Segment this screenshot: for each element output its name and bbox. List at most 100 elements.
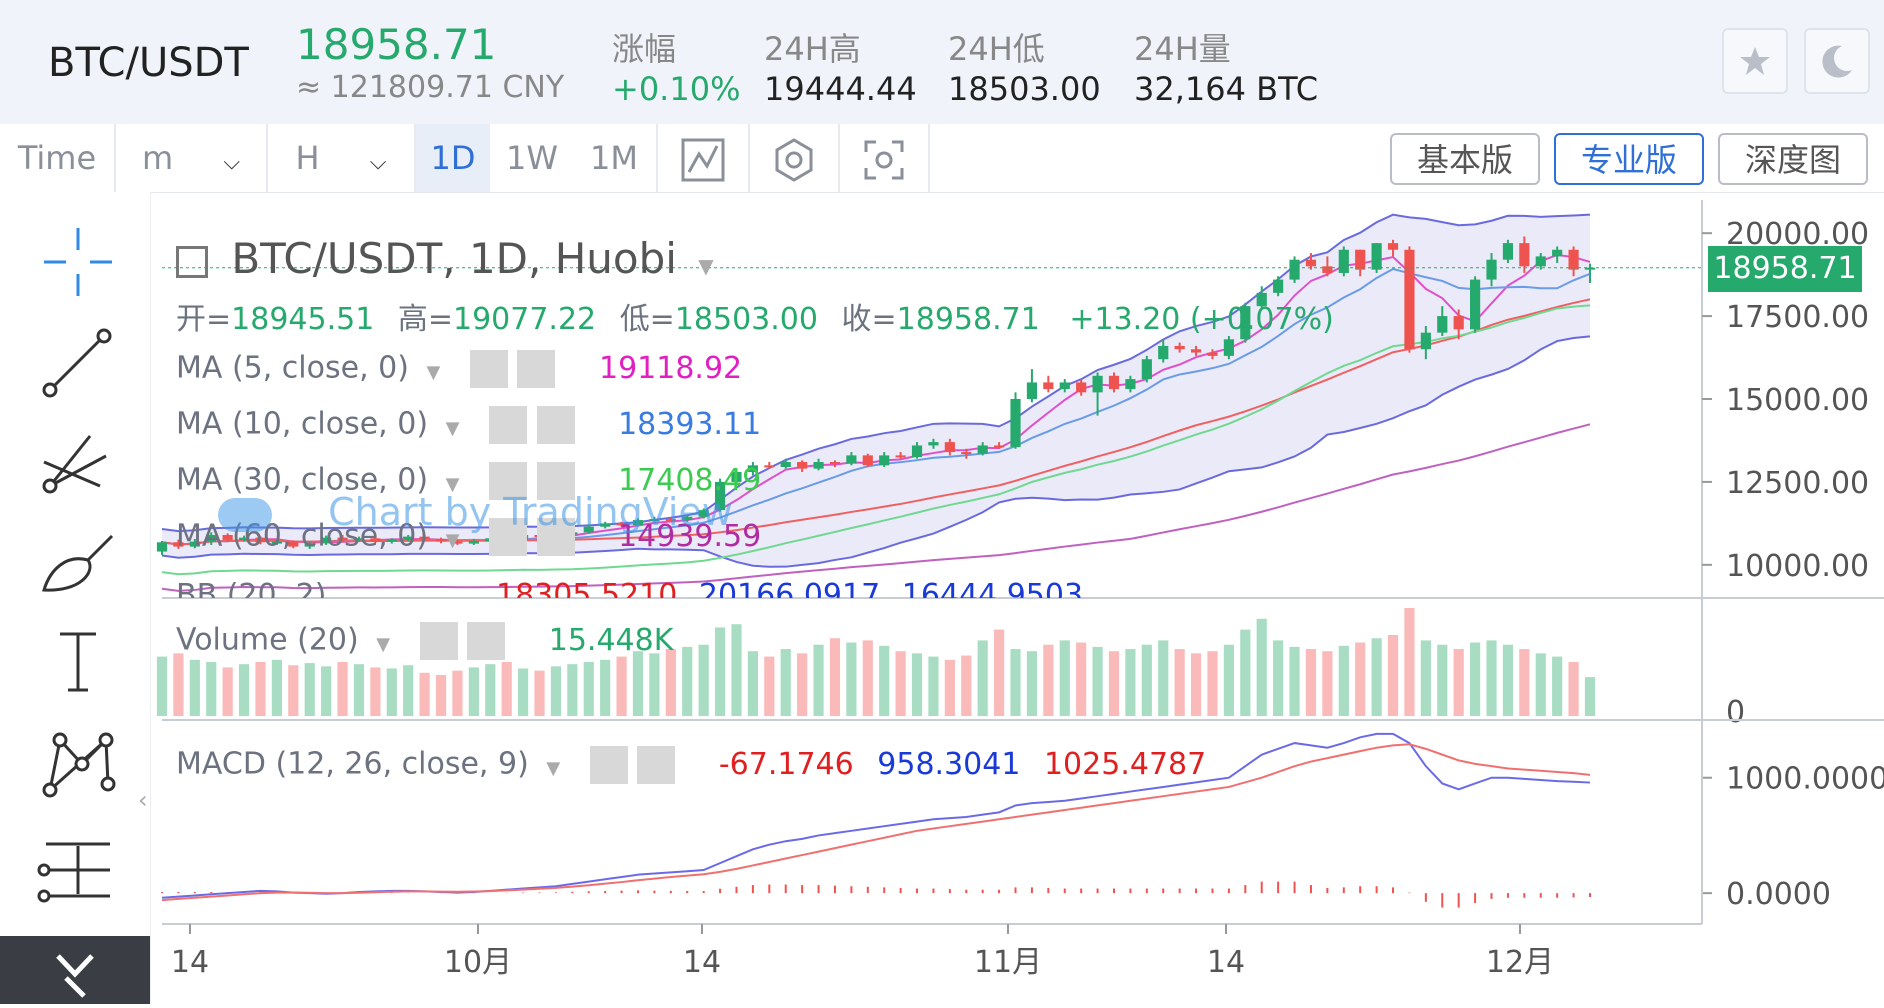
volume-bar <box>370 667 381 716</box>
gear-icon[interactable] <box>469 350 508 388</box>
view-basic-button[interactable]: 基本版 <box>1390 133 1540 185</box>
volume-bar <box>813 644 824 716</box>
candle-body <box>370 538 381 542</box>
candle-body <box>288 541 299 547</box>
chevron-down-icon[interactable]: ▼ <box>426 361 441 383</box>
candle-body <box>1240 306 1251 340</box>
indicators-button[interactable] <box>660 124 746 192</box>
ma10-label: MA (10, close, 0) <box>176 406 429 442</box>
candle-body <box>1043 382 1054 390</box>
volume-bar <box>1174 649 1185 716</box>
pair-name: BTC/USDT <box>48 40 249 86</box>
volume-bar <box>238 664 250 716</box>
volume-value: 32,164 BTC <box>1134 70 1319 108</box>
chevron-down-icon[interactable]: ▼ <box>376 633 391 655</box>
price-tick-label: 15000.00 <box>1726 383 1869 418</box>
favorite-button[interactable] <box>1722 28 1788 94</box>
gear-icon[interactable] <box>488 518 527 556</box>
candle-body <box>1158 345 1169 360</box>
gear-icon[interactable] <box>488 462 527 500</box>
candle-body <box>1404 249 1415 350</box>
candle-body <box>1190 349 1202 353</box>
chart-title-text: BTC/USDT, 1D, Huobi <box>231 234 677 283</box>
volume-bar <box>288 665 299 716</box>
macd-legend: MACD (12, 26, close, 9) ▼ -67.1746 958.3… <box>176 746 1206 784</box>
volume-bar <box>468 667 479 716</box>
close-icon[interactable] <box>536 518 575 556</box>
ma10-value: 18393.11 <box>618 406 762 442</box>
volume-bar <box>452 670 463 716</box>
volume-bar <box>485 664 496 716</box>
close-icon[interactable] <box>467 622 506 660</box>
toolbar-divider <box>748 124 750 192</box>
chevron-down-icon <box>56 954 94 998</box>
chart-line-icon <box>681 138 725 182</box>
volume-bar <box>419 672 430 716</box>
ma5-legend: MA (5, close, 0) ▼ 19118.92 <box>176 350 742 388</box>
chevron-down-icon: ⌵ <box>369 150 387 175</box>
chevron-down-icon[interactable]: ▼ <box>546 757 561 779</box>
chevron-down-icon[interactable]: ▼ <box>698 254 714 278</box>
pattern-icon[interactable] <box>30 720 126 800</box>
ma5-value: 19118.92 <box>598 350 743 386</box>
view-pro-button[interactable]: 专业版 <box>1554 133 1704 185</box>
theme-button[interactable] <box>1804 28 1870 94</box>
close-icon[interactable] <box>536 406 575 444</box>
candle-body <box>1125 379 1136 390</box>
candle-body <box>321 537 332 544</box>
collapse-arrow-icon[interactable]: ‹ <box>138 786 148 814</box>
collapse-legend-icon[interactable] <box>176 245 208 278</box>
volume-bar <box>797 653 808 716</box>
bollinger-band <box>161 213 1591 568</box>
candle-body <box>928 442 939 446</box>
brush-icon[interactable] <box>30 520 126 600</box>
volume-bar <box>911 653 923 716</box>
candle-body <box>632 520 644 526</box>
volume-bar <box>977 640 988 716</box>
candle-body <box>1584 267 1596 270</box>
macd-tick-label: 1000.0000 <box>1726 762 1884 797</box>
gear-icon[interactable] <box>419 622 458 660</box>
measure-icon[interactable] <box>30 830 126 910</box>
hour-select[interactable]: H ⌵ <box>268 124 414 192</box>
minute-select[interactable]: m ⌵ <box>116 124 266 192</box>
candle-body <box>1141 359 1152 380</box>
trend-line-icon[interactable] <box>30 320 126 400</box>
screenshot-button[interactable] <box>842 124 926 192</box>
candle-body <box>238 537 250 540</box>
candle-body <box>583 526 594 533</box>
pitchfork-icon[interactable] <box>30 420 126 500</box>
volume-axis-label: 0 <box>1726 695 1745 730</box>
volume-bar <box>961 655 972 716</box>
macd-signal-value: 1025.4787 <box>1043 746 1207 782</box>
price-tick-label: 17500.00 <box>1726 300 1869 335</box>
period-1d[interactable]: 1D <box>416 124 490 192</box>
period-1w[interactable]: 1W <box>506 139 558 177</box>
volume-bar <box>1355 642 1366 716</box>
volume-bar <box>1190 653 1202 716</box>
crosshair-icon[interactable] <box>30 222 126 302</box>
chevron-down-icon[interactable]: ▼ <box>445 417 460 439</box>
more-tools-button[interactable] <box>0 936 150 1004</box>
candle-body <box>944 442 955 453</box>
time-button[interactable]: Time <box>17 139 97 177</box>
close-icon[interactable] <box>517 350 556 388</box>
chevron-down-icon[interactable]: ▼ <box>445 529 460 551</box>
hexagon-settings-icon <box>775 138 813 182</box>
settings-button[interactable] <box>752 124 836 192</box>
macd-tick-label: 0.0000 <box>1726 877 1831 912</box>
toolbar-divider <box>414 124 416 192</box>
text-tool-icon[interactable] <box>30 620 126 700</box>
volume-bar <box>222 667 233 716</box>
gear-icon[interactable] <box>589 746 628 784</box>
ma30-value: 17408.49 <box>618 462 762 498</box>
close-icon[interactable] <box>637 746 676 784</box>
gear-icon[interactable] <box>488 406 527 444</box>
candle-body <box>649 519 660 522</box>
view-depth-button[interactable]: 深度图 <box>1718 133 1868 185</box>
period-1m[interactable]: 1M <box>590 139 638 177</box>
close-icon[interactable] <box>536 462 575 500</box>
volume-bar <box>616 656 627 716</box>
chevron-down-icon[interactable]: ▼ <box>445 473 460 495</box>
